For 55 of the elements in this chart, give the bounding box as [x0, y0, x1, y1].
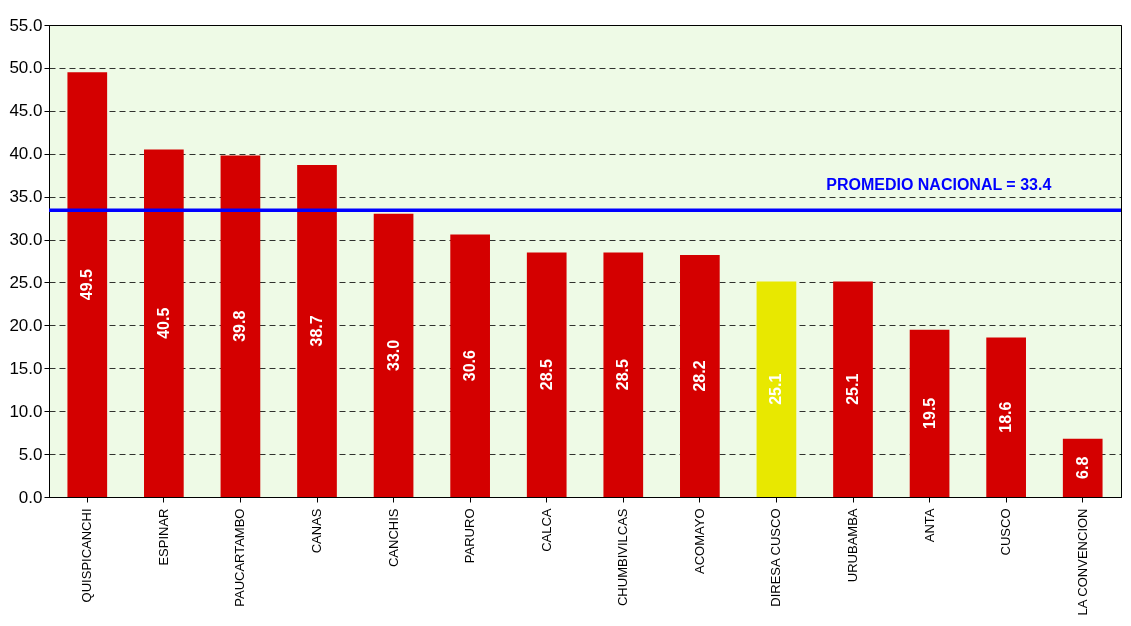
data-label: 6.8: [1073, 456, 1091, 479]
y-tick-label: 50.0: [9, 58, 43, 78]
ref-line-label: PROMEDIO NACIONAL = 33.4: [826, 176, 1052, 194]
x-tick-label: URUBAMBA: [845, 508, 860, 583]
bar: [603, 252, 644, 497]
y-tick-label: 0.0: [18, 487, 43, 507]
x-tick-label: DIRESA CUSCO: [768, 508, 784, 607]
bar: [986, 337, 1026, 497]
bar: [680, 254, 720, 497]
data-label: 28.2: [690, 360, 708, 392]
y-tick-label: 40.0: [9, 144, 43, 164]
x-tick-label: ESPINAR: [155, 508, 171, 566]
bar: [526, 252, 567, 497]
x-tick-label: PAUCARTAMBO: [232, 508, 248, 607]
x-tick-label: PARURO: [462, 508, 478, 564]
bar: [833, 281, 873, 497]
bar: [67, 72, 108, 497]
y-tick-label: 20.0: [9, 315, 43, 335]
data-label: 25.1: [844, 373, 861, 405]
y-tick-label: 25.0: [9, 272, 43, 292]
x-tick-label: ANTA: [921, 508, 937, 543]
bar: [1062, 438, 1103, 497]
y-tick-label: 35.0: [9, 187, 43, 207]
y-tick-label: 5.0: [18, 444, 43, 464]
x-tick-label: ACOMAYO: [691, 508, 707, 574]
data-label: 19.5: [920, 397, 938, 429]
data-label: 18.6: [997, 401, 1015, 433]
data-label: 33.0: [384, 339, 402, 371]
data-label: 28.5: [614, 359, 632, 391]
y-tick-label: 15.0: [9, 358, 43, 378]
bar: [450, 234, 490, 497]
x-tick-label: CANAS: [309, 508, 324, 554]
x-tick-label: CHUMBIVILCAS: [615, 508, 631, 607]
x-tick-label: QUISPICANCHI: [79, 508, 95, 603]
data-label: 39.8: [231, 310, 249, 342]
y-tick-label: 30.0: [9, 230, 43, 250]
bar: [373, 213, 414, 497]
y-tick-label: 55.0: [9, 15, 43, 35]
data-label: 38.7: [308, 315, 325, 347]
x-tick-label: CUSCO: [998, 508, 1014, 556]
y-tick-label: 45.0: [9, 101, 43, 121]
data-label: 40.5: [154, 307, 172, 339]
data-label: 30.6: [461, 350, 479, 382]
x-tick-label: CANCHIS: [385, 508, 401, 568]
x-tick-label: CALCA: [538, 508, 554, 552]
bar: [144, 149, 184, 497]
data-label: 49.5: [78, 268, 96, 301]
bar: [297, 164, 337, 497]
y-tick-label: 10.0: [9, 401, 43, 421]
x-tick-label: LA CONVENCION: [1074, 508, 1090, 616]
data-label: 28.5: [537, 359, 555, 391]
bar: [220, 155, 261, 497]
data-label: 25.1: [767, 373, 785, 405]
bar: [756, 281, 797, 497]
bar: [909, 329, 950, 497]
